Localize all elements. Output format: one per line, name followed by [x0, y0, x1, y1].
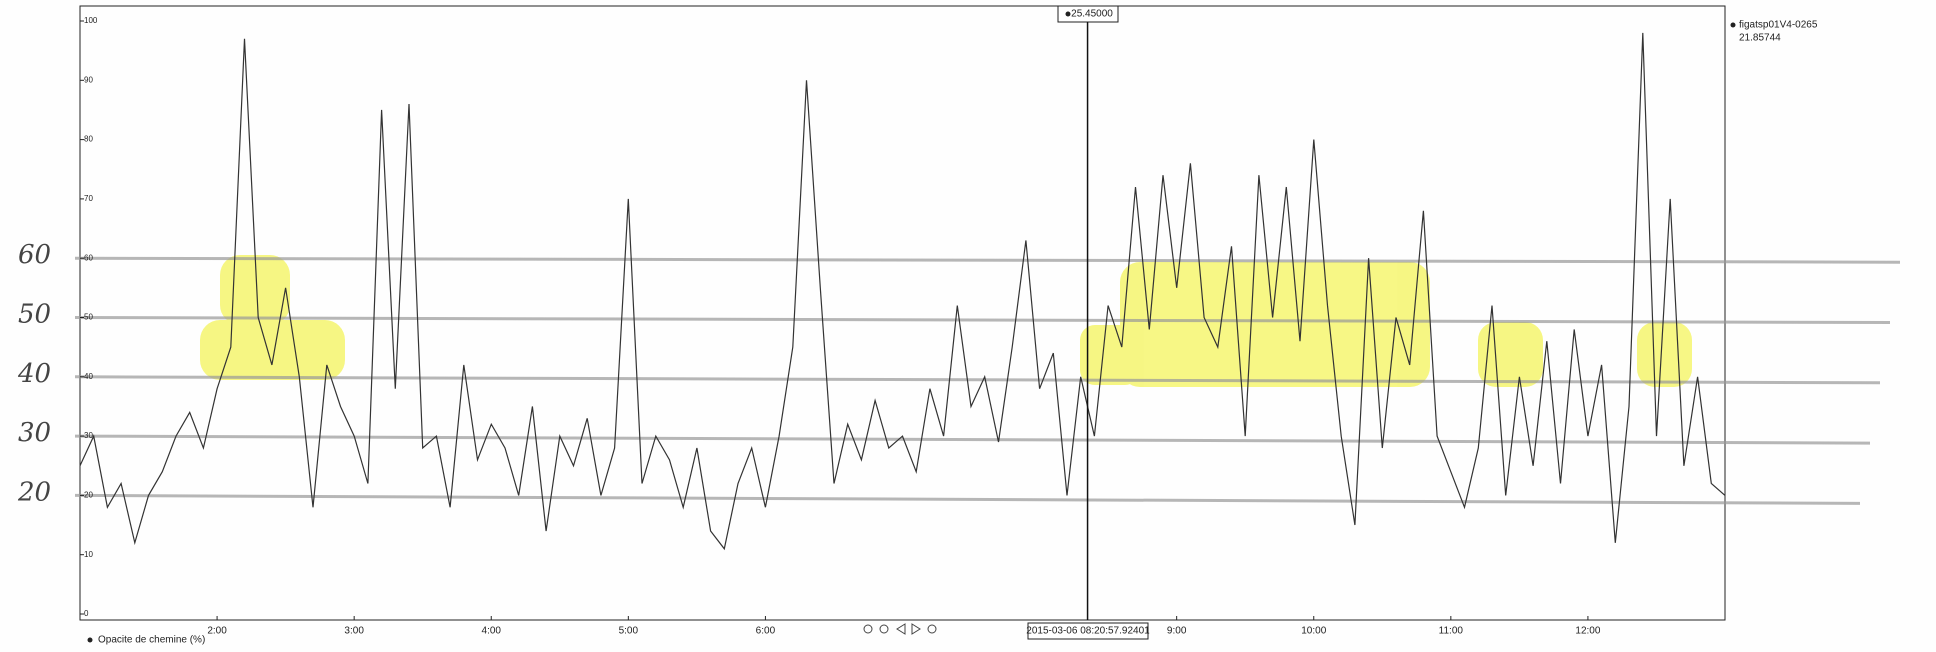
reset[interactable]	[927, 624, 937, 634]
hand-label: 30	[18, 418, 51, 448]
hand-line	[74, 256, 1901, 264]
tooltip-dot	[1730, 22, 1736, 28]
hand-label: 20	[17, 477, 51, 507]
tooltip-value: 21.85744	[1739, 33, 1781, 44]
hand-line	[74, 434, 1871, 445]
y-tick-label: 0	[84, 609, 89, 618]
zoom-controls[interactable]	[863, 623, 937, 635]
x-tick-label: 10:00	[1301, 626, 1326, 637]
highlight	[200, 320, 345, 380]
hand-line	[74, 375, 1881, 385]
timestamp-box	[1027, 622, 1149, 640]
y-tick-label: 100	[84, 16, 98, 25]
y-tick-label: 80	[84, 135, 93, 144]
y-tick-label: 30	[84, 431, 93, 440]
x-tick-label: 3:00	[344, 626, 364, 637]
zoom-out[interactable]	[879, 624, 889, 634]
x-tick-label: 12:00	[1575, 626, 1600, 637]
y-tick-label: 10	[84, 550, 93, 559]
highlight	[1120, 262, 1430, 387]
x-tick-label: 9:00	[1167, 626, 1187, 637]
x-tick-label: 6:00	[756, 626, 776, 637]
y-tick-label: 70	[84, 194, 93, 203]
y-tick-label: 50	[84, 313, 93, 322]
hand-line	[74, 493, 1861, 505]
y-tick-label: 60	[84, 253, 93, 262]
x-tick-label: 4:00	[482, 626, 502, 637]
tooltip-name: figatsp01V4-0265	[1739, 20, 1818, 31]
hand-label: 60	[18, 240, 51, 270]
cursor-value: 25.45000	[1071, 9, 1113, 20]
hand-line	[74, 316, 1891, 324]
y-tick-label: 20	[84, 491, 93, 500]
pan[interactable]	[896, 623, 921, 635]
x-tick-label: 5:00	[619, 626, 639, 637]
hand-label: 40	[17, 359, 51, 389]
legend-label: Opacite de chemine (%)	[98, 635, 205, 646]
cursor-dot	[1065, 11, 1071, 17]
highlight	[1637, 322, 1692, 387]
hand-label: 50	[18, 300, 51, 330]
zoom-in[interactable]	[863, 624, 873, 634]
series-line	[79, 32, 1726, 551]
x-tick-label: 2:00	[207, 626, 227, 637]
highlight	[220, 255, 290, 325]
y-tick-label: 40	[84, 372, 93, 381]
y-tick-label: 90	[84, 75, 93, 84]
plot-frame	[79, 5, 1726, 621]
timestamp: 2015-03-06 08:20:57.92401	[1026, 626, 1150, 637]
legend-dot	[87, 637, 93, 643]
x-tick-label: 11:00	[1439, 626, 1464, 637]
